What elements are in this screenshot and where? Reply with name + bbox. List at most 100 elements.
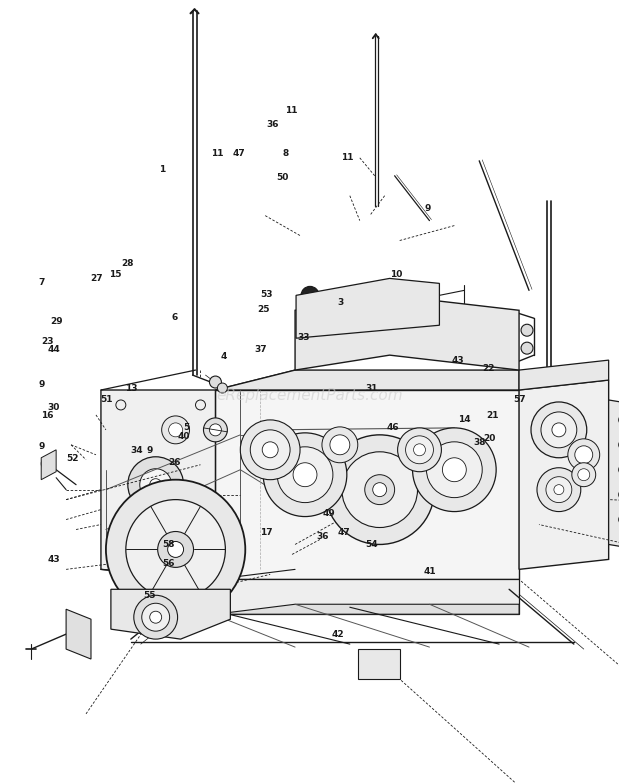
Text: 9: 9	[38, 379, 45, 389]
Text: 20: 20	[483, 434, 495, 444]
Text: 56: 56	[162, 559, 174, 568]
Text: 28: 28	[122, 259, 134, 267]
Text: 47: 47	[337, 528, 350, 537]
Text: 34: 34	[131, 446, 143, 455]
Circle shape	[301, 286, 319, 304]
Circle shape	[568, 439, 600, 470]
Text: 7: 7	[38, 278, 45, 287]
Polygon shape	[215, 370, 519, 390]
Circle shape	[365, 474, 394, 505]
Circle shape	[378, 328, 382, 332]
Text: 23: 23	[42, 336, 54, 346]
Circle shape	[575, 446, 593, 464]
Text: 9: 9	[146, 446, 153, 455]
Circle shape	[405, 436, 433, 464]
Text: 58: 58	[162, 540, 174, 549]
Text: 40: 40	[177, 432, 190, 441]
Text: 27: 27	[91, 274, 104, 283]
Circle shape	[427, 442, 482, 498]
Circle shape	[347, 297, 363, 314]
Circle shape	[377, 292, 392, 308]
Text: 53: 53	[260, 290, 273, 299]
Text: 43: 43	[452, 356, 464, 365]
Polygon shape	[519, 360, 609, 390]
Circle shape	[308, 314, 312, 318]
Circle shape	[619, 465, 620, 474]
Text: 49: 49	[322, 509, 335, 517]
Circle shape	[552, 423, 566, 437]
Circle shape	[317, 303, 333, 318]
Text: 11: 11	[211, 149, 224, 158]
Circle shape	[142, 603, 170, 631]
Polygon shape	[519, 380, 609, 569]
Text: 36: 36	[316, 532, 329, 541]
Text: 22: 22	[483, 364, 495, 373]
Text: 44: 44	[48, 344, 60, 354]
Polygon shape	[41, 450, 56, 480]
Text: 57: 57	[513, 395, 526, 405]
Text: 25: 25	[257, 306, 270, 314]
Circle shape	[374, 659, 384, 669]
Circle shape	[497, 316, 501, 320]
Polygon shape	[66, 609, 91, 659]
Text: 9: 9	[424, 204, 430, 213]
Circle shape	[306, 311, 314, 319]
Text: 29: 29	[51, 318, 63, 326]
Text: 21: 21	[486, 411, 498, 420]
Circle shape	[572, 463, 596, 487]
Polygon shape	[215, 579, 519, 614]
Circle shape	[167, 542, 184, 557]
Circle shape	[521, 325, 533, 336]
Text: 33: 33	[298, 333, 310, 342]
Circle shape	[293, 463, 317, 487]
Polygon shape	[215, 604, 519, 614]
Circle shape	[414, 444, 425, 456]
Circle shape	[41, 457, 55, 470]
Circle shape	[218, 383, 228, 393]
Polygon shape	[358, 649, 400, 679]
Circle shape	[373, 483, 387, 496]
Circle shape	[338, 316, 342, 320]
Text: 36: 36	[267, 119, 279, 129]
Text: 47: 47	[232, 149, 246, 158]
Circle shape	[412, 428, 496, 512]
Circle shape	[241, 420, 300, 480]
Circle shape	[619, 440, 620, 450]
Circle shape	[210, 424, 221, 436]
Text: 4: 4	[220, 352, 227, 361]
Circle shape	[417, 323, 422, 327]
Circle shape	[128, 457, 184, 513]
Text: 26: 26	[168, 458, 180, 466]
Text: 50: 50	[276, 172, 288, 182]
Text: 31: 31	[365, 383, 378, 393]
Text: 16: 16	[42, 411, 54, 420]
Circle shape	[541, 412, 577, 448]
Circle shape	[149, 479, 162, 491]
Circle shape	[443, 458, 466, 481]
Text: 43: 43	[48, 555, 60, 564]
Text: 1: 1	[159, 165, 165, 174]
Circle shape	[554, 485, 564, 495]
Polygon shape	[296, 278, 440, 338]
Text: eReplacementParts.com: eReplacementParts.com	[216, 388, 404, 404]
Circle shape	[205, 529, 226, 550]
Text: 5: 5	[184, 423, 190, 432]
Text: 14: 14	[458, 415, 471, 424]
Circle shape	[169, 423, 182, 437]
Circle shape	[140, 469, 172, 501]
Circle shape	[210, 535, 220, 544]
Circle shape	[415, 321, 423, 329]
Circle shape	[162, 416, 190, 444]
Circle shape	[619, 514, 620, 524]
Circle shape	[203, 418, 228, 442]
Circle shape	[458, 318, 461, 322]
Circle shape	[397, 428, 441, 472]
Circle shape	[157, 532, 193, 568]
Circle shape	[134, 595, 177, 639]
Text: 13: 13	[125, 383, 137, 393]
Text: 41: 41	[424, 567, 436, 576]
Text: 6: 6	[171, 314, 177, 322]
Text: 55: 55	[143, 590, 156, 600]
Polygon shape	[609, 400, 620, 550]
Circle shape	[358, 323, 361, 327]
